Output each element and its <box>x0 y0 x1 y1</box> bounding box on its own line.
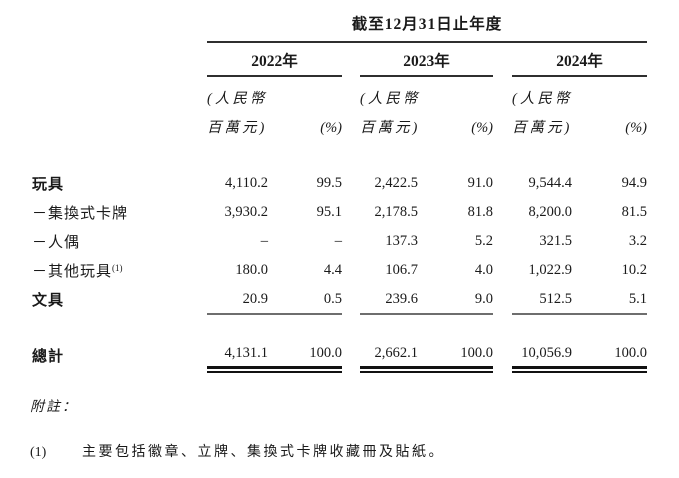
value-cell: 9,544.4 <box>528 175 573 191</box>
spacer-row <box>30 137 647 169</box>
value-cell: 3.2 <box>628 233 648 249</box>
table-row-toys: 玩具 4,110.2 99.5 2,422.5 91.0 9,544.4 94.… <box>30 169 647 198</box>
value-cell: 10.2 <box>621 262 648 278</box>
value-cell: 91.0 <box>467 175 493 191</box>
value-cell: – <box>260 233 268 249</box>
total-value-cell: 100.0 <box>418 345 493 373</box>
value-cell: 321.5 <box>539 233 572 249</box>
row-label-text: －其他玩具 <box>32 264 113 280</box>
table-row-other-toys: －其他玩具(1) 180.0 4.4 106.7 4.0 1,022.9 10.… <box>30 256 647 285</box>
unit-label: (人民幣 <box>360 91 421 107</box>
year-header-2024: 2024年 <box>512 42 648 77</box>
total-value-cell: 100.0 <box>572 345 647 373</box>
table-row-total: 總計 4,131.1 100.0 2,662.1 100.0 10,056.9 … <box>30 345 647 373</box>
value-cell: 5.2 <box>474 233 493 249</box>
total-value-cell: 100.0 <box>268 345 342 373</box>
notes-heading: 附註： <box>30 400 78 415</box>
value-cell: 9.0 <box>418 285 493 315</box>
table-row-stationery: 文具 20.9 0.5 239.6 9.0 512.5 5.1 <box>30 285 648 315</box>
row-label: －集換式卡牌 <box>32 206 129 222</box>
value-cell: 0.5 <box>268 285 342 315</box>
value-cell: 180.0 <box>235 262 268 278</box>
unit-label: (人民幣 <box>512 91 573 107</box>
value-cell: 137.3 <box>385 233 418 249</box>
value-cell: 99.5 <box>316 175 342 191</box>
value-cell: 81.8 <box>467 204 493 220</box>
table-row-figures: －人偶 – – 137.3 5.2 321.5 3.2 <box>30 227 647 256</box>
value-cell: 94.9 <box>621 175 648 191</box>
unit-label: (人民幣 <box>207 91 268 107</box>
period-header-row: 截至12月31日止年度 <box>30 8 648 43</box>
value-cell: 2,178.5 <box>374 204 419 220</box>
total-label: 總計 <box>32 349 65 365</box>
value-cell: 2,422.5 <box>374 175 419 191</box>
footnote-marker: (1) <box>30 445 47 460</box>
unit-label: 百萬元) <box>512 120 573 136</box>
row-label: 文具 <box>32 293 65 309</box>
year-header-2023: 2023年 <box>360 42 493 77</box>
year-header-row: 2022年 2023年 2024年 <box>30 42 648 77</box>
total-value-cell: 2,662.1 <box>360 345 419 373</box>
value-cell: 5.1 <box>572 285 648 315</box>
value-cell: 1,022.9 <box>528 262 573 278</box>
revenue-breakdown-table: 截至12月31日止年度 2022年 2023年 2024年 (人民幣 (人民幣 … <box>30 8 648 373</box>
value-cell: 4,110.2 <box>225 175 268 191</box>
value-cell: – <box>334 233 342 249</box>
percent-label: (%) <box>625 120 648 136</box>
total-value-cell: 4,131.1 <box>207 345 269 373</box>
table-row-trading-cards: －集換式卡牌 3,930.2 95.1 2,178.5 81.8 8,200.0… <box>30 198 647 227</box>
row-label: －人偶 <box>32 235 81 251</box>
unit-label: 百萬元) <box>360 120 421 136</box>
value-cell: 3,930.2 <box>224 204 269 220</box>
spacer-row <box>30 314 647 345</box>
value-cell: 4.4 <box>323 262 342 278</box>
value-cell: 512.5 <box>512 285 572 315</box>
footnote-1: (1) 主要包括徽章、立牌、集換式卡牌收藏冊及貼紙。 <box>30 441 445 461</box>
value-cell: 20.9 <box>207 285 268 315</box>
unit-row-line2: 百萬元) (%) 百萬元) (%) 百萬元) (%) <box>30 108 647 137</box>
value-cell: 4.0 <box>474 262 493 278</box>
footnote-text: 主要包括徽章、立牌、集換式卡牌收藏冊及貼紙。 <box>82 445 445 460</box>
value-cell: 95.1 <box>316 204 342 220</box>
year-header-2022: 2022年 <box>207 42 342 77</box>
row-label: 玩具 <box>32 177 65 193</box>
percent-label: (%) <box>320 120 342 136</box>
row-label: －其他玩具(1) <box>30 256 207 285</box>
value-cell: 8,200.0 <box>528 204 573 220</box>
value-cell: 106.7 <box>385 262 418 278</box>
unit-row-line1: (人民幣 (人民幣 (人民幣 <box>30 76 647 108</box>
value-cell: 239.6 <box>360 285 418 315</box>
total-value-cell: 10,056.9 <box>512 345 572 373</box>
value-cell: 81.5 <box>621 204 648 220</box>
unit-label: 百萬元) <box>207 120 268 136</box>
period-header: 截至12月31日止年度 <box>207 8 648 43</box>
footnote-ref: (1) <box>112 263 123 273</box>
percent-label: (%) <box>471 120 493 136</box>
